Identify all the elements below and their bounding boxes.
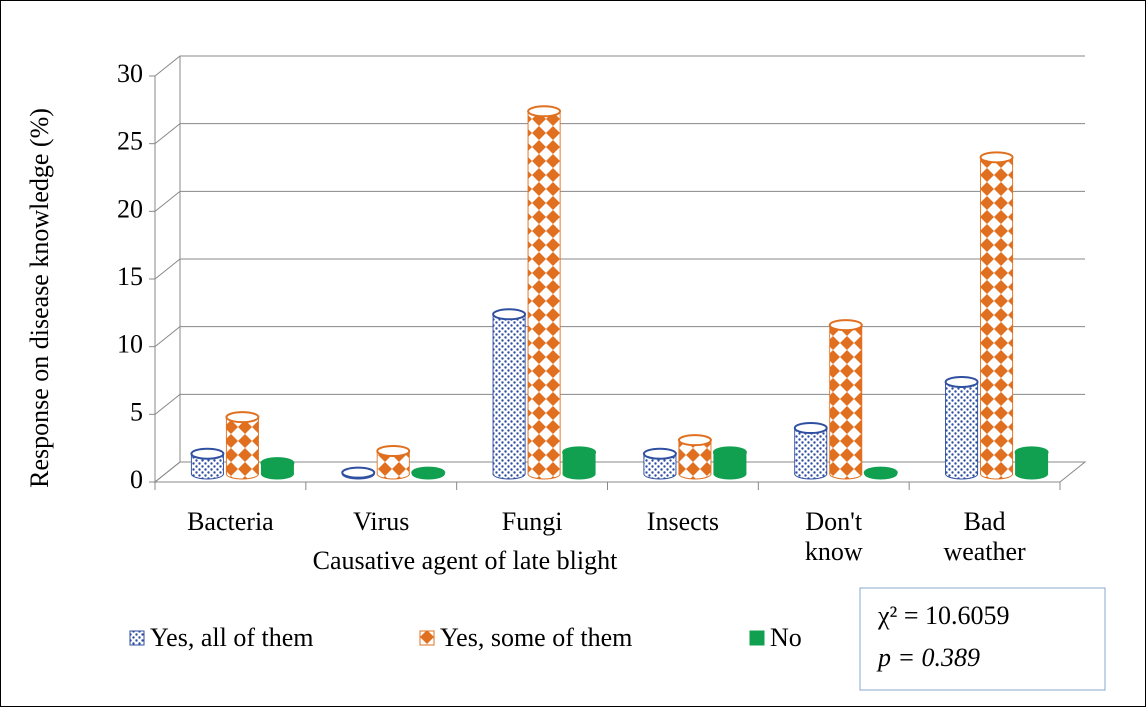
x-tick-label: Bacteria [187, 507, 274, 536]
y-tick-label: 30 [117, 59, 143, 88]
bar-top [260, 457, 295, 470]
legend-label: Yes, all of them [150, 623, 313, 652]
bar-top [944, 375, 979, 388]
bar-top [828, 319, 863, 332]
bar-body-cover [493, 314, 525, 474]
grid-line [154, 190, 1085, 212]
legend-swatch [419, 630, 435, 646]
bar-top [562, 446, 597, 459]
bar-top [863, 466, 898, 479]
bar-top [979, 151, 1014, 164]
bar-body-cover [981, 157, 1013, 474]
x-tick-label: Bad weather [943, 507, 1026, 566]
annotation: χ² = 10.6059 [878, 601, 1010, 630]
bar-body-cover [714, 452, 746, 474]
bar-top [225, 411, 260, 424]
bar-body-cover [528, 111, 560, 474]
y-tick-label: 10 [117, 330, 143, 359]
bar-top [376, 444, 411, 457]
bar-body-cover [795, 427, 827, 474]
y-tick-label: 20 [117, 194, 143, 223]
bar-body-cover [1016, 452, 1048, 474]
legend-label: Yes, some of them [440, 623, 632, 652]
bar-body-cover [563, 452, 595, 474]
y-tick-label: 0 [130, 465, 143, 494]
bar-top [492, 308, 527, 321]
grid-line [154, 326, 1085, 348]
bar-top [677, 434, 712, 447]
annotation: p = 0.389 [878, 643, 981, 672]
bar-top [1014, 446, 1049, 459]
bar-top [793, 421, 828, 434]
bar-top [527, 105, 562, 118]
bar-body-cover [946, 381, 978, 474]
y-tick-label: 15 [117, 262, 143, 291]
x-tick-label: Insects [646, 507, 719, 536]
bar-body-cover [830, 325, 862, 474]
legend-label: No [770, 623, 802, 652]
y-tick-label: 25 [117, 127, 143, 156]
y-tick-label: 5 [130, 397, 143, 426]
bar-top [712, 446, 747, 459]
bar-body-cover [377, 450, 409, 474]
grid-line [154, 55, 1085, 77]
bar-top [341, 466, 376, 479]
grid-line [154, 461, 1085, 483]
x-tick-label: Don't know [804, 507, 863, 566]
bar-top [411, 466, 446, 479]
bar-top [642, 447, 677, 460]
grid-line [154, 123, 1085, 145]
bar-body-cover [226, 417, 258, 474]
annotation-box [859, 587, 1106, 691]
y-axis-title: Response on disease knowledge (%) [25, 108, 54, 488]
legend-swatch [749, 630, 765, 646]
x-tick-label: Virus [353, 507, 410, 536]
grid-line [154, 258, 1085, 280]
bar-top [190, 447, 225, 460]
x-tick-label: Fungi [501, 507, 563, 536]
legend-swatch [129, 630, 145, 646]
grid-line [154, 393, 1085, 415]
x-axis-title: Causative agent of late blight [313, 546, 618, 575]
